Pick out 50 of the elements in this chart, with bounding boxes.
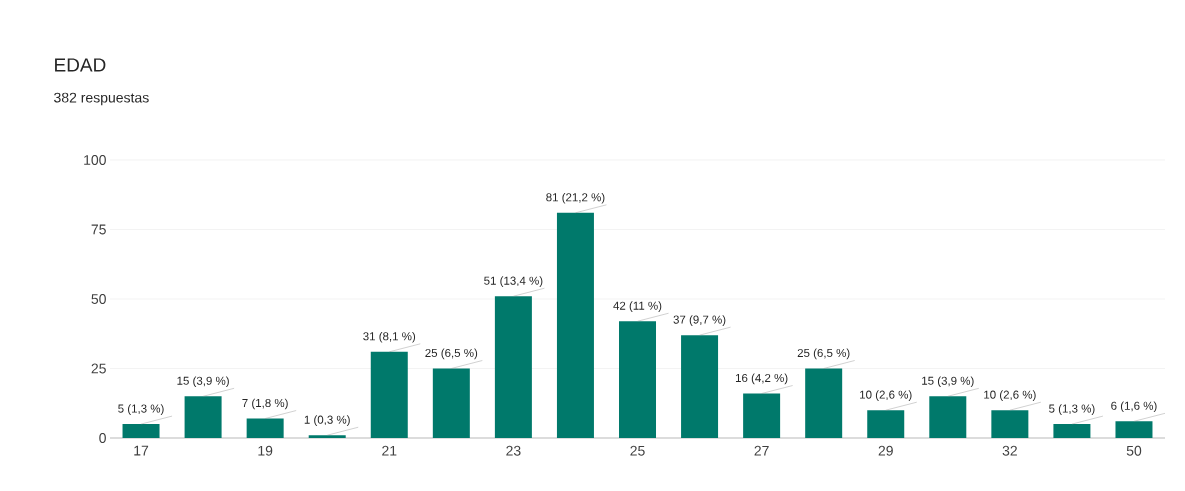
x-tick-label: 32 bbox=[1002, 445, 1017, 456]
data-label: 10 (2,6 %) bbox=[860, 390, 912, 401]
x-tick-label: 50 bbox=[1126, 445, 1142, 456]
bar bbox=[184, 396, 222, 438]
data-label: 25 (6,5 %) bbox=[797, 348, 850, 360]
data-label: 51 (13,4 %) bbox=[484, 276, 543, 288]
x-tick-label: 29 bbox=[878, 445, 893, 456]
x-tick-label: 21 bbox=[382, 445, 397, 456]
bar bbox=[991, 410, 1029, 438]
data-label: 7 (1,8 %) bbox=[242, 398, 288, 410]
bar bbox=[867, 410, 905, 438]
y-tick-label: 75 bbox=[91, 224, 106, 235]
x-tick-label: 17 bbox=[134, 445, 149, 456]
bar bbox=[743, 393, 781, 438]
data-label: 15 (3,9 %) bbox=[922, 376, 974, 388]
data-label: 5 (1,3 %) bbox=[1049, 404, 1095, 415]
data-label: 37 (9,7 %) bbox=[673, 315, 726, 326]
data-label: 31 (8,1 %) bbox=[363, 331, 416, 343]
y-tick-label: 50 bbox=[91, 294, 106, 304]
data-label: 81 (21,2 %) bbox=[546, 192, 605, 204]
data-label: 15 (3,9 %) bbox=[177, 376, 229, 388]
data-label: 6 (1,6 %) bbox=[1111, 401, 1157, 413]
bar bbox=[681, 335, 719, 438]
bar bbox=[556, 212, 594, 438]
bar bbox=[805, 368, 843, 438]
y-tick-label: 100 bbox=[84, 155, 106, 165]
y-tick-label: 25 bbox=[91, 363, 106, 374]
chart-subtitle: 382 respuestas bbox=[54, 92, 149, 106]
y-tick-label: 0 bbox=[99, 433, 106, 443]
bar bbox=[370, 351, 408, 438]
data-label: 1 (0,3 %) bbox=[304, 415, 350, 427]
x-tick-label: 19 bbox=[258, 445, 273, 456]
chart-title: EDAD bbox=[55, 58, 106, 72]
x-tick-label: 25 bbox=[630, 445, 645, 456]
bar bbox=[1053, 424, 1091, 438]
bar bbox=[432, 368, 470, 438]
data-label: 10 (2,6 %) bbox=[984, 390, 1036, 401]
bar bbox=[308, 435, 346, 438]
data-label: 16 (4,2 %) bbox=[735, 373, 788, 385]
bar bbox=[122, 424, 160, 438]
bar bbox=[619, 321, 656, 438]
bar bbox=[929, 396, 967, 438]
data-label: 42 (11 %) bbox=[613, 301, 662, 313]
data-label: 5 (1,3 %) bbox=[118, 404, 164, 415]
x-tick-label: 23 bbox=[506, 445, 521, 456]
x-tick-label: 27 bbox=[754, 445, 769, 456]
bar bbox=[246, 418, 284, 438]
bar bbox=[494, 296, 532, 438]
data-label: 25 (6,5 %) bbox=[425, 348, 478, 360]
bar bbox=[1115, 421, 1153, 438]
